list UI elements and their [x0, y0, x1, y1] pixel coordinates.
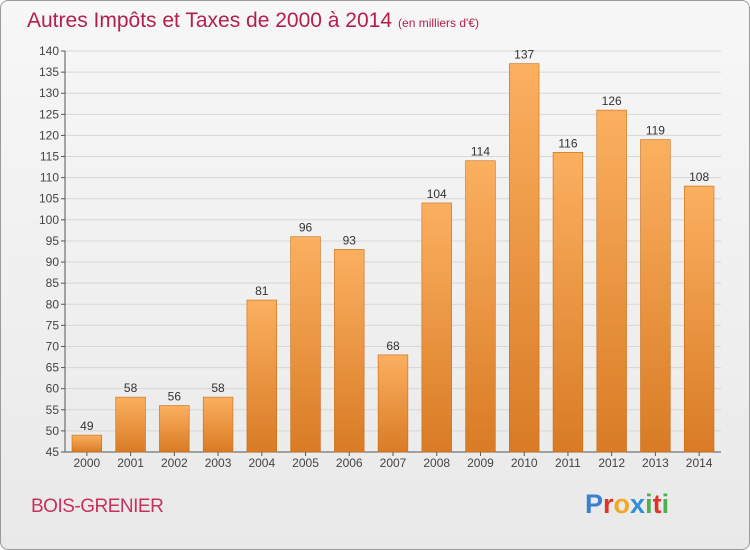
x-tick-label: 2004 [248, 456, 275, 470]
bar-2005 [290, 236, 321, 453]
y-tick-label: 45 [46, 445, 60, 459]
data-label: 108 [689, 170, 709, 184]
data-label: 81 [255, 284, 269, 298]
bar-2010 [509, 63, 540, 453]
data-label: 116 [558, 136, 577, 150]
title-text: Autres Impôts et Taxes de 2000 à 2014 [27, 9, 393, 32]
data-label: 56 [168, 390, 182, 404]
y-tick-label: 80 [46, 297, 60, 311]
x-tick-label: 2009 [467, 456, 494, 470]
x-tick-label: 2000 [74, 456, 101, 470]
x-tick-label: 2011 [555, 456, 581, 470]
logo-letter: x [630, 489, 646, 519]
y-tick-label: 105 [39, 192, 59, 206]
bar-2001 [115, 396, 146, 453]
y-tick-label: 55 [46, 403, 60, 417]
y-tick-label: 125 [39, 107, 59, 121]
logo-letter: t [652, 489, 662, 519]
logo-letter: r [603, 489, 614, 519]
bar-2013 [640, 139, 671, 453]
y-tick-label: 90 [46, 255, 60, 269]
x-tick-label: 2013 [642, 456, 669, 470]
data-label: 58 [124, 381, 138, 395]
data-label: 137 [514, 48, 534, 62]
bar-2012 [596, 109, 627, 453]
x-tick-label: 2007 [380, 456, 407, 470]
x-tick-label: 2006 [336, 456, 363, 470]
bar-2004 [246, 299, 277, 453]
data-label: 126 [602, 94, 622, 108]
y-tick-label: 115 [40, 150, 59, 164]
chart-title: Autres Impôts et Taxes de 2000 à 2014 (en… [27, 9, 479, 33]
y-tick-label: 120 [39, 128, 59, 142]
x-tick-label: 2008 [423, 456, 450, 470]
data-label: 58 [211, 381, 225, 395]
data-label: 119 [646, 124, 665, 138]
y-tick-label: 95 [46, 234, 60, 248]
bar-2002 [159, 405, 190, 453]
y-tick-label: 50 [46, 424, 60, 438]
title-unit: (en milliers d'€) [398, 16, 480, 30]
commune-name: BOIS-GRENIER [31, 496, 164, 517]
bar-2000 [71, 434, 103, 453]
logo-letter: i [661, 489, 670, 519]
bar-2014 [683, 185, 715, 453]
bar-2006 [334, 249, 365, 453]
y-tick-label: 100 [39, 213, 59, 227]
y-tick-label: 60 [46, 382, 60, 396]
x-tick-label: 2003 [205, 456, 232, 470]
bar-2003 [202, 396, 234, 453]
y-tick-label: 85 [46, 276, 60, 290]
bar-2007 [377, 354, 409, 453]
data-label: 93 [343, 233, 357, 247]
y-tick-label: 130 [39, 86, 59, 100]
y-tick-label: 75 [46, 318, 60, 332]
x-tick-label: 2014 [686, 456, 713, 470]
data-label: 68 [386, 339, 400, 353]
data-label: 96 [299, 221, 313, 235]
bar-2011 [552, 152, 584, 453]
proxiti-logo: Proxiti [585, 489, 669, 520]
labels: 45 50 55 60 65 70 75 80 85 90 95 100 105 110 115 120 125… [39, 44, 713, 470]
x-tick-label: 2001 [117, 456, 144, 470]
data-label: 49 [80, 419, 94, 433]
x-tick-label: 2002 [161, 456, 188, 470]
y-tick-label: 135 [39, 65, 59, 79]
y-tick-label: 65 [46, 361, 60, 375]
logo-letter: o [613, 489, 631, 519]
x-tick-label: 2012 [598, 456, 625, 470]
data-label: 114 [471, 145, 490, 159]
y-tick-label: 110 [40, 171, 59, 185]
bars [71, 63, 715, 453]
x-tick-label: 2010 [511, 456, 538, 470]
data-label: 104 [427, 187, 447, 201]
logo-letter: i [645, 489, 653, 519]
bar-2008 [421, 202, 452, 453]
x-tick-label: 2005 [292, 456, 319, 470]
y-tick-label: 70 [46, 339, 60, 353]
logo-letter: P [585, 489, 604, 519]
y-tick-label: 140 [39, 44, 59, 58]
bar-2009 [465, 160, 496, 453]
